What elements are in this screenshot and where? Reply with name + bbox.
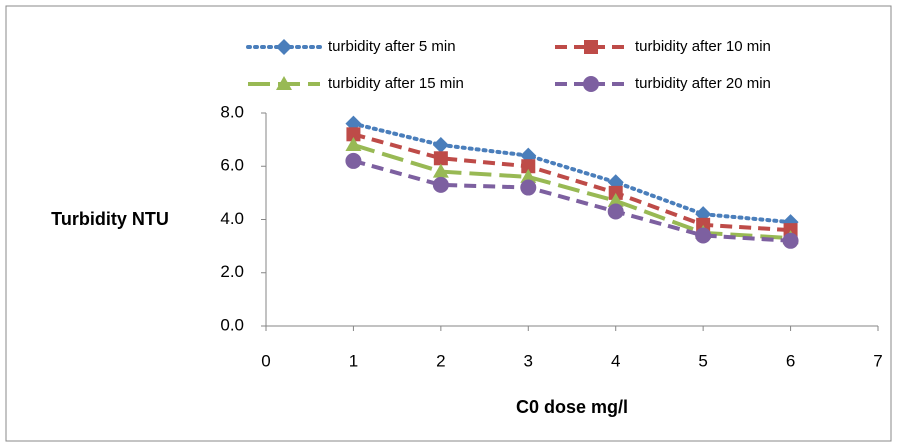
data-point	[607, 192, 624, 207]
y-tick-label: 6.0	[220, 156, 244, 175]
x-tick-label: 0	[261, 351, 270, 370]
legend-label: turbidity after 20 min	[635, 75, 771, 92]
x-axis-label: C0 dose mg/l	[516, 397, 628, 417]
chart-border	[5, 5, 892, 442]
x-tick-label: 1	[349, 351, 358, 370]
series-line	[351, 121, 793, 225]
data-point	[695, 227, 712, 244]
y-tick-label: 0.0	[220, 315, 244, 334]
x-tick-label: 5	[698, 351, 707, 370]
data-point	[345, 136, 362, 151]
data-point	[432, 163, 449, 178]
y-axis-label: Turbidity NTU	[51, 209, 169, 229]
data-point	[432, 176, 449, 193]
data-point	[782, 232, 799, 249]
legend-label: turbidity after 10 min	[635, 38, 771, 55]
data-point	[433, 151, 448, 166]
legend-marker	[584, 40, 598, 54]
legend-marker	[583, 76, 599, 92]
legend-marker	[276, 39, 292, 55]
y-tick-label: 8.0	[220, 102, 244, 121]
data-point	[345, 152, 362, 169]
data-point	[520, 179, 537, 196]
x-tick-label: 3	[524, 351, 533, 370]
legend-marker	[276, 76, 292, 90]
y-tick-label: 4.0	[220, 209, 244, 228]
x-tick-label: 4	[611, 351, 620, 370]
legend-label: turbidity after 15 min	[328, 75, 464, 92]
x-tick-label: 2	[436, 351, 445, 370]
data-point	[520, 168, 537, 183]
data-point	[521, 159, 536, 174]
data-point	[432, 136, 449, 153]
data-point	[346, 127, 361, 142]
x-tick-label: 6	[786, 351, 795, 370]
y-tick-label: 2.0	[220, 262, 244, 281]
data-point	[607, 203, 624, 220]
legend-label: turbidity after 5 min	[328, 38, 456, 55]
series-line	[352, 143, 791, 241]
x-tick-label: 7	[873, 351, 882, 370]
